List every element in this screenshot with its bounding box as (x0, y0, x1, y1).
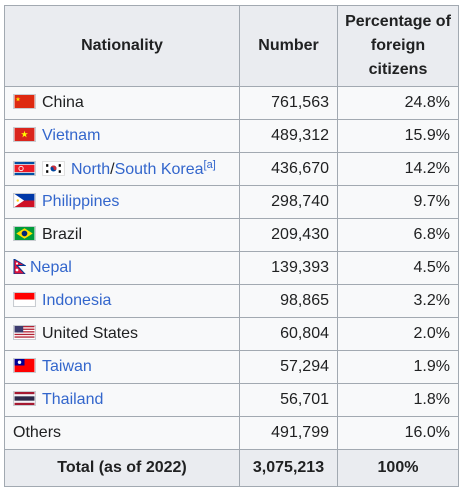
table-row: China 761,563 24.8% (4, 86, 459, 120)
number-cell: 56,701 (239, 383, 338, 417)
footnote-a-link[interactable]: [a] (203, 159, 216, 171)
total-percentage: 100% (337, 449, 459, 487)
brazil-flag-icon (13, 226, 36, 241)
number-cell: 209,430 (239, 218, 338, 252)
number-cell: 491,799 (239, 416, 338, 450)
table-row: United States 60,804 2.0% (4, 317, 459, 351)
number-cell: 57,294 (239, 350, 338, 384)
nationality-cell: Others (4, 416, 240, 450)
north-korea-link[interactable]: North (71, 161, 111, 178)
number-cell: 436,670 (239, 152, 338, 186)
number-header: Number (239, 5, 338, 87)
nationality-name: China (42, 94, 84, 111)
number-cell: 139,393 (239, 251, 338, 285)
south-korea-flag-icon (42, 161, 65, 176)
header-row: Nationality Number Percentage of foreign… (4, 5, 459, 87)
nationality-cell: North/South Korea[a] (4, 152, 240, 186)
nationality-link[interactable]: Nepal (30, 259, 72, 276)
nationality-cell: Thailand (4, 383, 240, 417)
south-korea-link[interactable]: South Korea (114, 161, 204, 178)
total-label: Total (as of 2022) (4, 449, 240, 487)
usa-flag-icon (13, 325, 36, 340)
percentage-cell: 4.5% (337, 251, 459, 285)
nationality-cell: Indonesia (4, 284, 240, 318)
percentage-cell: 24.8% (337, 86, 459, 120)
nationality-cell: China (4, 86, 240, 120)
indonesia-flag-icon (13, 292, 36, 307)
number-cell: 298,740 (239, 185, 338, 219)
nationality-cell: United States (4, 317, 240, 351)
percentage-cell: 15.9% (337, 119, 459, 153)
percentage-cell: 6.8% (337, 218, 459, 252)
nationality-cell: Nepal (4, 251, 240, 285)
philippines-flag-icon (13, 193, 36, 208)
taiwan-flag-icon (13, 358, 36, 373)
foreign-residents-table: Nationality Number Percentage of foreign… (4, 5, 459, 487)
percentage-cell: 9.7% (337, 185, 459, 219)
vietnam-flag-icon (13, 127, 36, 142)
table-row: Philippines 298,740 9.7% (4, 185, 459, 219)
percentage-cell: 2.0% (337, 317, 459, 351)
percentage-cell: 16.0% (337, 416, 459, 450)
nepal-flag-icon (13, 259, 26, 274)
table-row: Nepal 139,393 4.5% (4, 251, 459, 285)
korea-separator: / (110, 161, 115, 178)
table-row: Thailand 56,701 1.8% (4, 383, 459, 417)
table-row: Indonesia 98,865 3.2% (4, 284, 459, 318)
nationality-link[interactable]: Thailand (42, 391, 104, 408)
percentage-cell: 14.2% (337, 152, 459, 186)
total-row: Total (as of 2022) 3,075,213 100% (4, 449, 459, 487)
table-row: Others 491,799 16.0% (4, 416, 459, 450)
nationality-link[interactable]: Indonesia (42, 292, 112, 309)
table-row: Brazil 209,430 6.8% (4, 218, 459, 252)
nationality-name: United States (42, 325, 139, 342)
nationality-link[interactable]: Philippines (42, 193, 120, 210)
nationality-cell: Vietnam (4, 119, 240, 153)
number-cell: 489,312 (239, 119, 338, 153)
number-cell: 98,865 (239, 284, 338, 318)
north-korea-flag-icon (13, 161, 36, 176)
percentage-header: Percentage of foreign citizens (337, 5, 459, 87)
china-flag-icon (13, 94, 36, 109)
nationality-name: Brazil (42, 226, 83, 243)
percentage-cell: 1.9% (337, 350, 459, 384)
nationality-link[interactable]: Vietnam (42, 127, 101, 144)
nationality-link[interactable]: Taiwan (42, 358, 92, 375)
percentage-cell: 3.2% (337, 284, 459, 318)
nationality-header: Nationality (4, 5, 240, 87)
number-cell: 60,804 (239, 317, 338, 351)
nationality-cell: Philippines (4, 185, 240, 219)
thailand-flag-icon (13, 391, 36, 406)
table-row: Taiwan 57,294 1.9% (4, 350, 459, 384)
table-row: North/South Korea[a] 436,670 14.2% (4, 152, 459, 186)
percentage-cell: 1.8% (337, 383, 459, 417)
total-number: 3,075,213 (239, 449, 338, 487)
nationality-cell: Taiwan (4, 350, 240, 384)
number-cell: 761,563 (239, 86, 338, 120)
table-row: Vietnam 489,312 15.9% (4, 119, 459, 153)
nationality-cell: Brazil (4, 218, 240, 252)
